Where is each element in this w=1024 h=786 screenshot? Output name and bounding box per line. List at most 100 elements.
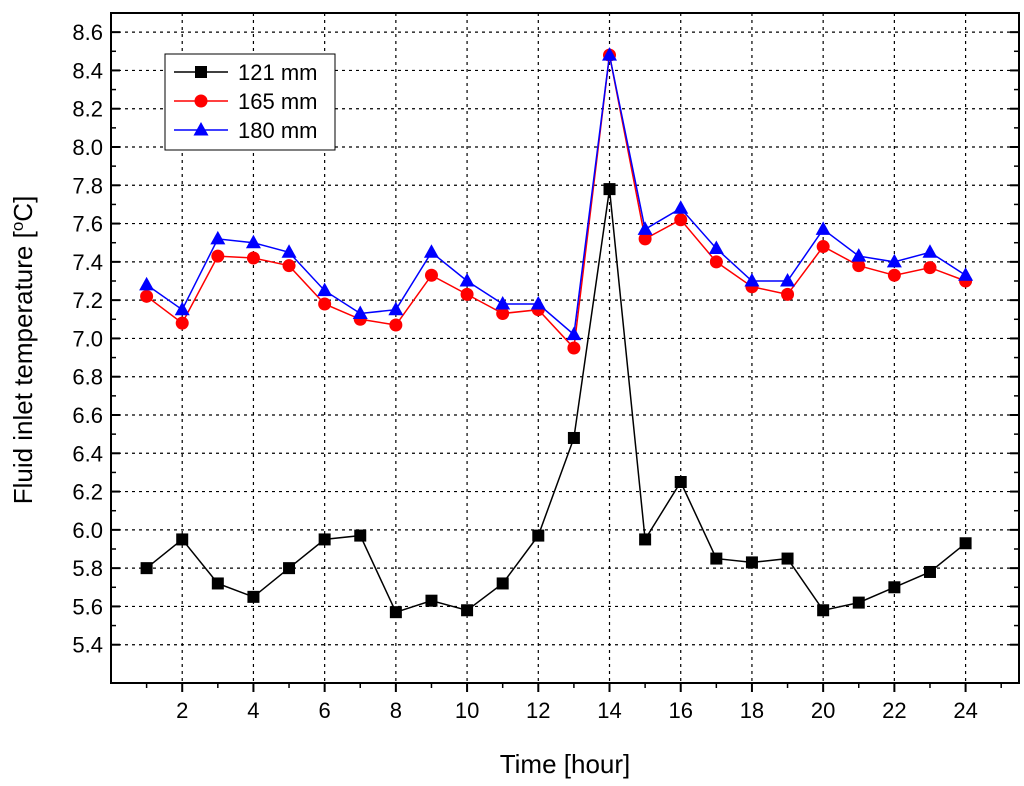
series-line-121-mm — [146, 188, 967, 614]
plot-frame — [110, 12, 1020, 684]
x-tick-label: 16 — [668, 698, 692, 723]
data-point-180-mm — [388, 301, 404, 316]
legend-label-121-mm: 121 mm — [238, 60, 317, 85]
legend-marker-121-mm — [195, 66, 207, 78]
data-point-165-mm — [496, 307, 510, 321]
x-tick-label: 22 — [882, 698, 906, 723]
x-tick-label: 14 — [597, 698, 621, 723]
y-tick-label: 6.0 — [72, 518, 103, 543]
legend: 121 mm 165 mm 180 mm — [164, 53, 336, 151]
data-point-165-mm — [816, 240, 830, 254]
grid-lines — [111, 13, 1019, 683]
data-point-121-mm — [247, 590, 260, 603]
y-tick-labels: 5.4 5.6 5.8 6.0 6.2 6.4 6.6 6.8 7.0 7.2 7.4 7.6 7.8 8… — [72, 20, 103, 658]
data-point-165-mm — [460, 287, 474, 301]
data-point-180-mm — [174, 301, 190, 316]
data-point-180-mm — [139, 276, 155, 291]
x-axis-label: Time [hour] — [500, 749, 631, 779]
y-tick-label: 8.4 — [72, 58, 103, 83]
x-tick-label: 4 — [247, 698, 259, 723]
data-point-180-mm — [602, 47, 618, 61]
legend-marker-180-mm — [193, 122, 209, 136]
series-layer — [139, 47, 974, 619]
y-axis-label-degree: o — [8, 222, 27, 231]
data-point-165-mm — [567, 341, 581, 355]
y-axis-label-prefix: Fluid inlet temperature [ — [8, 230, 38, 504]
data-point-180-mm — [210, 230, 226, 245]
y-tick-label: 7.0 — [72, 326, 103, 351]
data-point-121-mm — [176, 533, 189, 546]
data-point-165-mm — [781, 287, 795, 301]
data-point-180-mm — [886, 253, 902, 268]
data-point-165-mm — [211, 249, 225, 263]
data-point-165-mm — [389, 318, 403, 332]
data-point-180-mm — [530, 295, 546, 310]
data-point-180-mm — [673, 200, 689, 214]
y-tick-label: 8.0 — [72, 135, 103, 160]
data-point-180-mm — [352, 305, 368, 320]
y-tick-label: 8.6 — [72, 20, 103, 45]
data-point-121-mm — [923, 565, 936, 578]
data-point-121-mm — [354, 529, 367, 542]
y-tick-label: 6.8 — [72, 365, 103, 390]
data-point-121-mm — [781, 552, 794, 565]
y-tick-label: 7.6 — [72, 212, 103, 237]
data-point-180-mm — [637, 221, 653, 235]
data-point-165-mm — [318, 297, 332, 311]
y-tick-label: 7.8 — [72, 173, 103, 198]
x-tick-labels: 2 4 6 8 10 12 14 16 18 20 22 24 — [176, 698, 978, 723]
data-point-180-mm — [459, 273, 475, 287]
series-121-mm — [140, 183, 972, 619]
data-point-165-mm — [638, 232, 652, 246]
data-point-121-mm — [532, 529, 545, 542]
data-point-121-mm — [425, 594, 438, 607]
x-tick-label: 8 — [390, 698, 402, 723]
data-point-121-mm — [211, 577, 224, 590]
data-point-180-mm — [708, 240, 724, 254]
x-tick-label: 20 — [811, 698, 835, 723]
data-point-180-mm — [922, 244, 938, 258]
data-point-180-mm — [495, 295, 511, 310]
y-tick-label: 5.6 — [72, 594, 103, 619]
series-165-mm — [140, 48, 973, 355]
data-point-180-mm — [281, 244, 297, 258]
data-point-121-mm — [959, 537, 972, 550]
data-point-121-mm — [603, 183, 616, 196]
data-point-180-mm — [780, 273, 796, 287]
data-point-121-mm — [639, 533, 652, 546]
series-180-mm — [139, 47, 974, 341]
legend-label-165-mm: 165 mm — [238, 89, 317, 114]
data-point-121-mm — [817, 604, 830, 617]
data-point-180-mm — [423, 244, 439, 258]
data-point-165-mm — [852, 259, 866, 273]
data-point-165-mm — [424, 268, 438, 282]
data-point-165-mm — [246, 251, 260, 265]
y-axis-label-suffix: C] — [8, 196, 38, 222]
data-point-165-mm — [887, 268, 901, 282]
data-point-165-mm — [140, 289, 154, 303]
legend-label-180-mm: 180 mm — [238, 118, 317, 143]
data-point-180-mm — [851, 248, 867, 262]
data-point-121-mm — [674, 476, 687, 488]
data-point-180-mm — [566, 326, 582, 341]
axis-ticks — [111, 31, 1019, 692]
data-point-165-mm — [709, 255, 723, 269]
data-point-121-mm — [852, 596, 865, 609]
data-point-165-mm — [175, 316, 189, 330]
data-point-165-mm — [674, 213, 688, 227]
data-point-121-mm — [318, 533, 331, 546]
x-tick-label: 18 — [740, 698, 764, 723]
x-tick-label: 2 — [176, 698, 188, 723]
y-tick-label: 6.6 — [72, 403, 103, 428]
data-point-121-mm — [461, 604, 474, 617]
data-point-121-mm — [140, 562, 153, 575]
data-point-121-mm — [283, 562, 296, 575]
y-tick-label: 5.8 — [72, 556, 103, 581]
data-point-121-mm — [496, 577, 509, 590]
y-tick-label: 5.4 — [72, 633, 103, 658]
data-point-121-mm — [389, 606, 402, 619]
y-tick-label: 6.2 — [72, 480, 103, 505]
data-point-165-mm — [923, 261, 937, 275]
data-point-180-mm — [815, 221, 831, 235]
